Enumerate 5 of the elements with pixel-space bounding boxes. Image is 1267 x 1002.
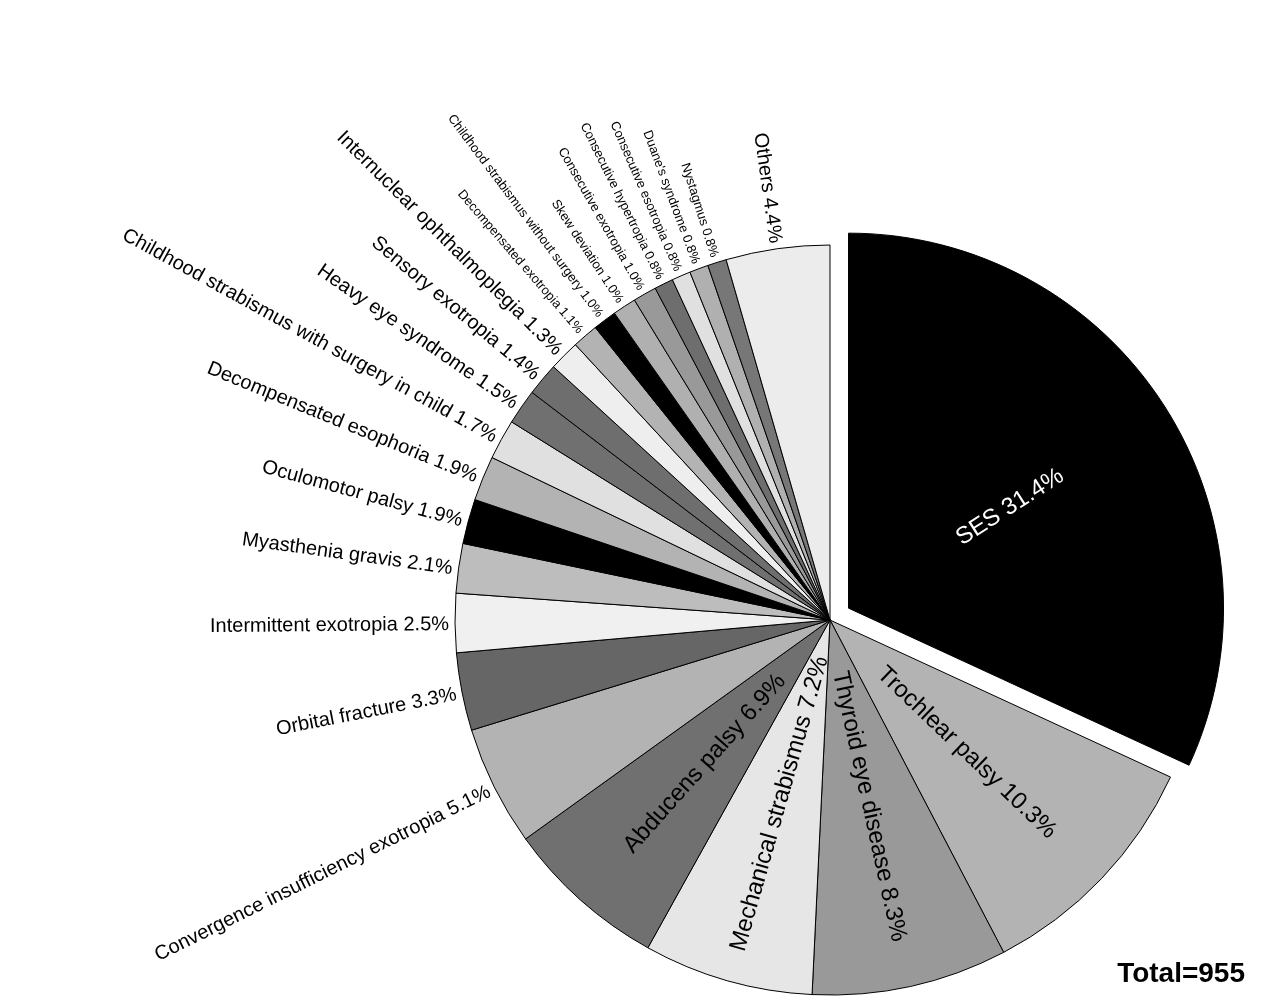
slice-label: Others 4.4% [750,131,788,245]
slice-label: Intermittent exotropia 2.5% [209,612,450,636]
text: Total=955 [1117,956,1245,988]
slice-label: Orbital fracture 3.3% [274,682,459,740]
slice-label: Myasthenia gravis 2.1% [241,527,455,579]
